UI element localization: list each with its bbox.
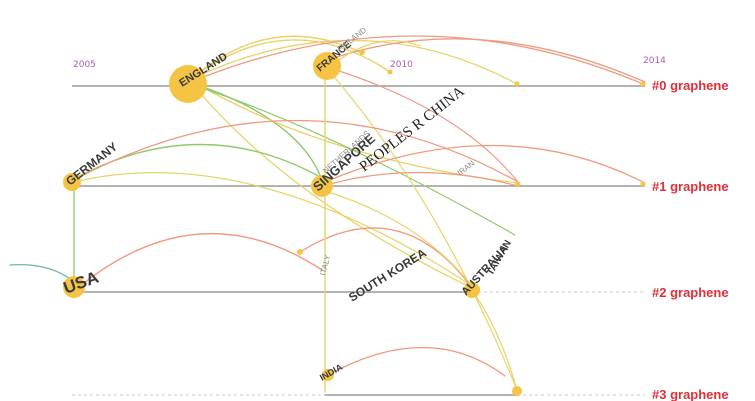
link (79, 232, 323, 287)
link (191, 39, 391, 79)
node-england[interactable] (169, 65, 207, 103)
link (471, 289, 518, 391)
node-france-small[interactable] (359, 49, 365, 55)
node-usa[interactable] (63, 276, 85, 298)
node-c1-2014[interactable] (640, 181, 646, 187)
nodes (63, 49, 646, 396)
link (195, 87, 473, 289)
year-label-2005: 2005 (73, 60, 96, 70)
year-label-2014: 2014 (643, 56, 666, 66)
node-australia[interactable] (464, 282, 480, 298)
links (9, 35, 646, 393)
node-2010-small[interactable] (387, 69, 393, 75)
country-labels: ENGLAND GERMANY USA FRANCE FINLAND SINGA… (61, 25, 514, 382)
link (333, 38, 646, 83)
cluster-label-2[interactable]: #2 graphene (652, 285, 729, 300)
node-c0-2012[interactable] (514, 81, 520, 87)
link (321, 189, 473, 287)
node-c0-2014[interactable] (640, 81, 646, 87)
link (73, 119, 519, 183)
link (299, 227, 473, 289)
link (195, 35, 644, 85)
link (73, 172, 473, 287)
link (195, 85, 516, 236)
node-france[interactable] (313, 52, 341, 80)
country-label-south-korea: SOUTH KOREA (346, 246, 429, 305)
node-singapore[interactable] (311, 175, 333, 197)
year-labels: 2005 2010 2014 (73, 56, 666, 70)
year-label-2010: 2010 (390, 60, 413, 70)
link (189, 35, 361, 81)
timelines (72, 85, 645, 396)
cluster-label-3[interactable]: #3 graphene (652, 387, 729, 401)
country-label-italy: ITALY (318, 253, 332, 276)
node-germany[interactable] (63, 173, 81, 191)
link (329, 171, 519, 187)
node-c3-2012[interactable] (512, 386, 522, 396)
link (335, 69, 519, 183)
link (329, 346, 506, 377)
country-label-germany: GERMANY (63, 140, 120, 189)
link (194, 83, 323, 181)
link (329, 144, 644, 183)
node-c1-2012[interactable] (515, 181, 521, 187)
node-italy-dot[interactable] (297, 249, 303, 255)
node-india[interactable] (322, 369, 334, 381)
link (193, 39, 518, 85)
cluster-label-1[interactable]: #1 graphene (652, 179, 729, 194)
link (335, 40, 421, 63)
country-label-iran: IRAN (456, 159, 477, 178)
country-label-peoples-r-china: PEOPLES R CHINA (357, 83, 468, 175)
link (329, 71, 518, 391)
cluster-labels: #0 graphene #1 graphene #2 graphene #3 g… (652, 78, 729, 401)
cluster-label-0[interactable]: #0 graphene (652, 78, 729, 93)
